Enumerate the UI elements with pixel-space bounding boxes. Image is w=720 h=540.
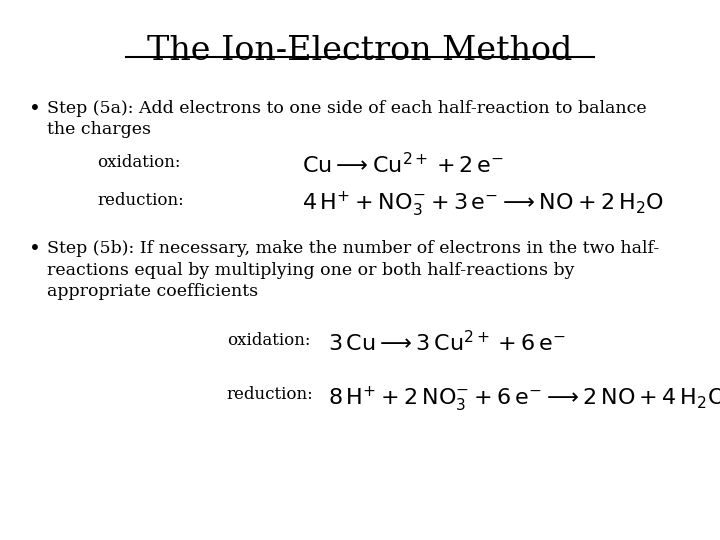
Text: oxidation:: oxidation: bbox=[227, 332, 310, 349]
Text: $\mathsf{Cu{\longrightarrow}Cu^{2+}+2\,e^{-}}$: $\mathsf{Cu{\longrightarrow}Cu^{2+}+2\,e… bbox=[302, 152, 505, 178]
Text: •: • bbox=[29, 240, 40, 259]
Text: reduction:: reduction: bbox=[97, 192, 184, 208]
Text: The Ion-Electron Method: The Ion-Electron Method bbox=[148, 35, 572, 67]
Text: $\mathsf{4\,H^{+}+NO_{3}^{-}+3\,e^{-}{\longrightarrow}NO+2\,H_{2}O}$: $\mathsf{4\,H^{+}+NO_{3}^{-}+3\,e^{-}{\l… bbox=[302, 190, 665, 219]
Text: •: • bbox=[29, 100, 40, 119]
Text: appropriate coefficients: appropriate coefficients bbox=[47, 284, 258, 300]
Text: Step (5b): If necessary, make the number of electrons in the two half-: Step (5b): If necessary, make the number… bbox=[47, 240, 659, 257]
Text: Step (5a): Add electrons to one side of each half-reaction to balance: Step (5a): Add electrons to one side of … bbox=[47, 100, 647, 117]
Text: reduction:: reduction: bbox=[227, 386, 313, 403]
Text: reactions equal by multiplying one or both half-reactions by: reactions equal by multiplying one or bo… bbox=[47, 262, 575, 279]
Text: $\mathsf{3\,Cu{\longrightarrow}3\,Cu^{2+}+6\,e^{-}}$: $\mathsf{3\,Cu{\longrightarrow}3\,Cu^{2+… bbox=[328, 330, 565, 356]
Text: oxidation:: oxidation: bbox=[97, 154, 181, 171]
Text: the charges: the charges bbox=[47, 122, 150, 138]
Text: $\mathsf{8\,H^{+}+2\,NO_{3}^{-}+6\,e^{-}{\longrightarrow}2\,NO+4\,H_{2}O}$: $\mathsf{8\,H^{+}+2\,NO_{3}^{-}+6\,e^{-}… bbox=[328, 384, 720, 414]
